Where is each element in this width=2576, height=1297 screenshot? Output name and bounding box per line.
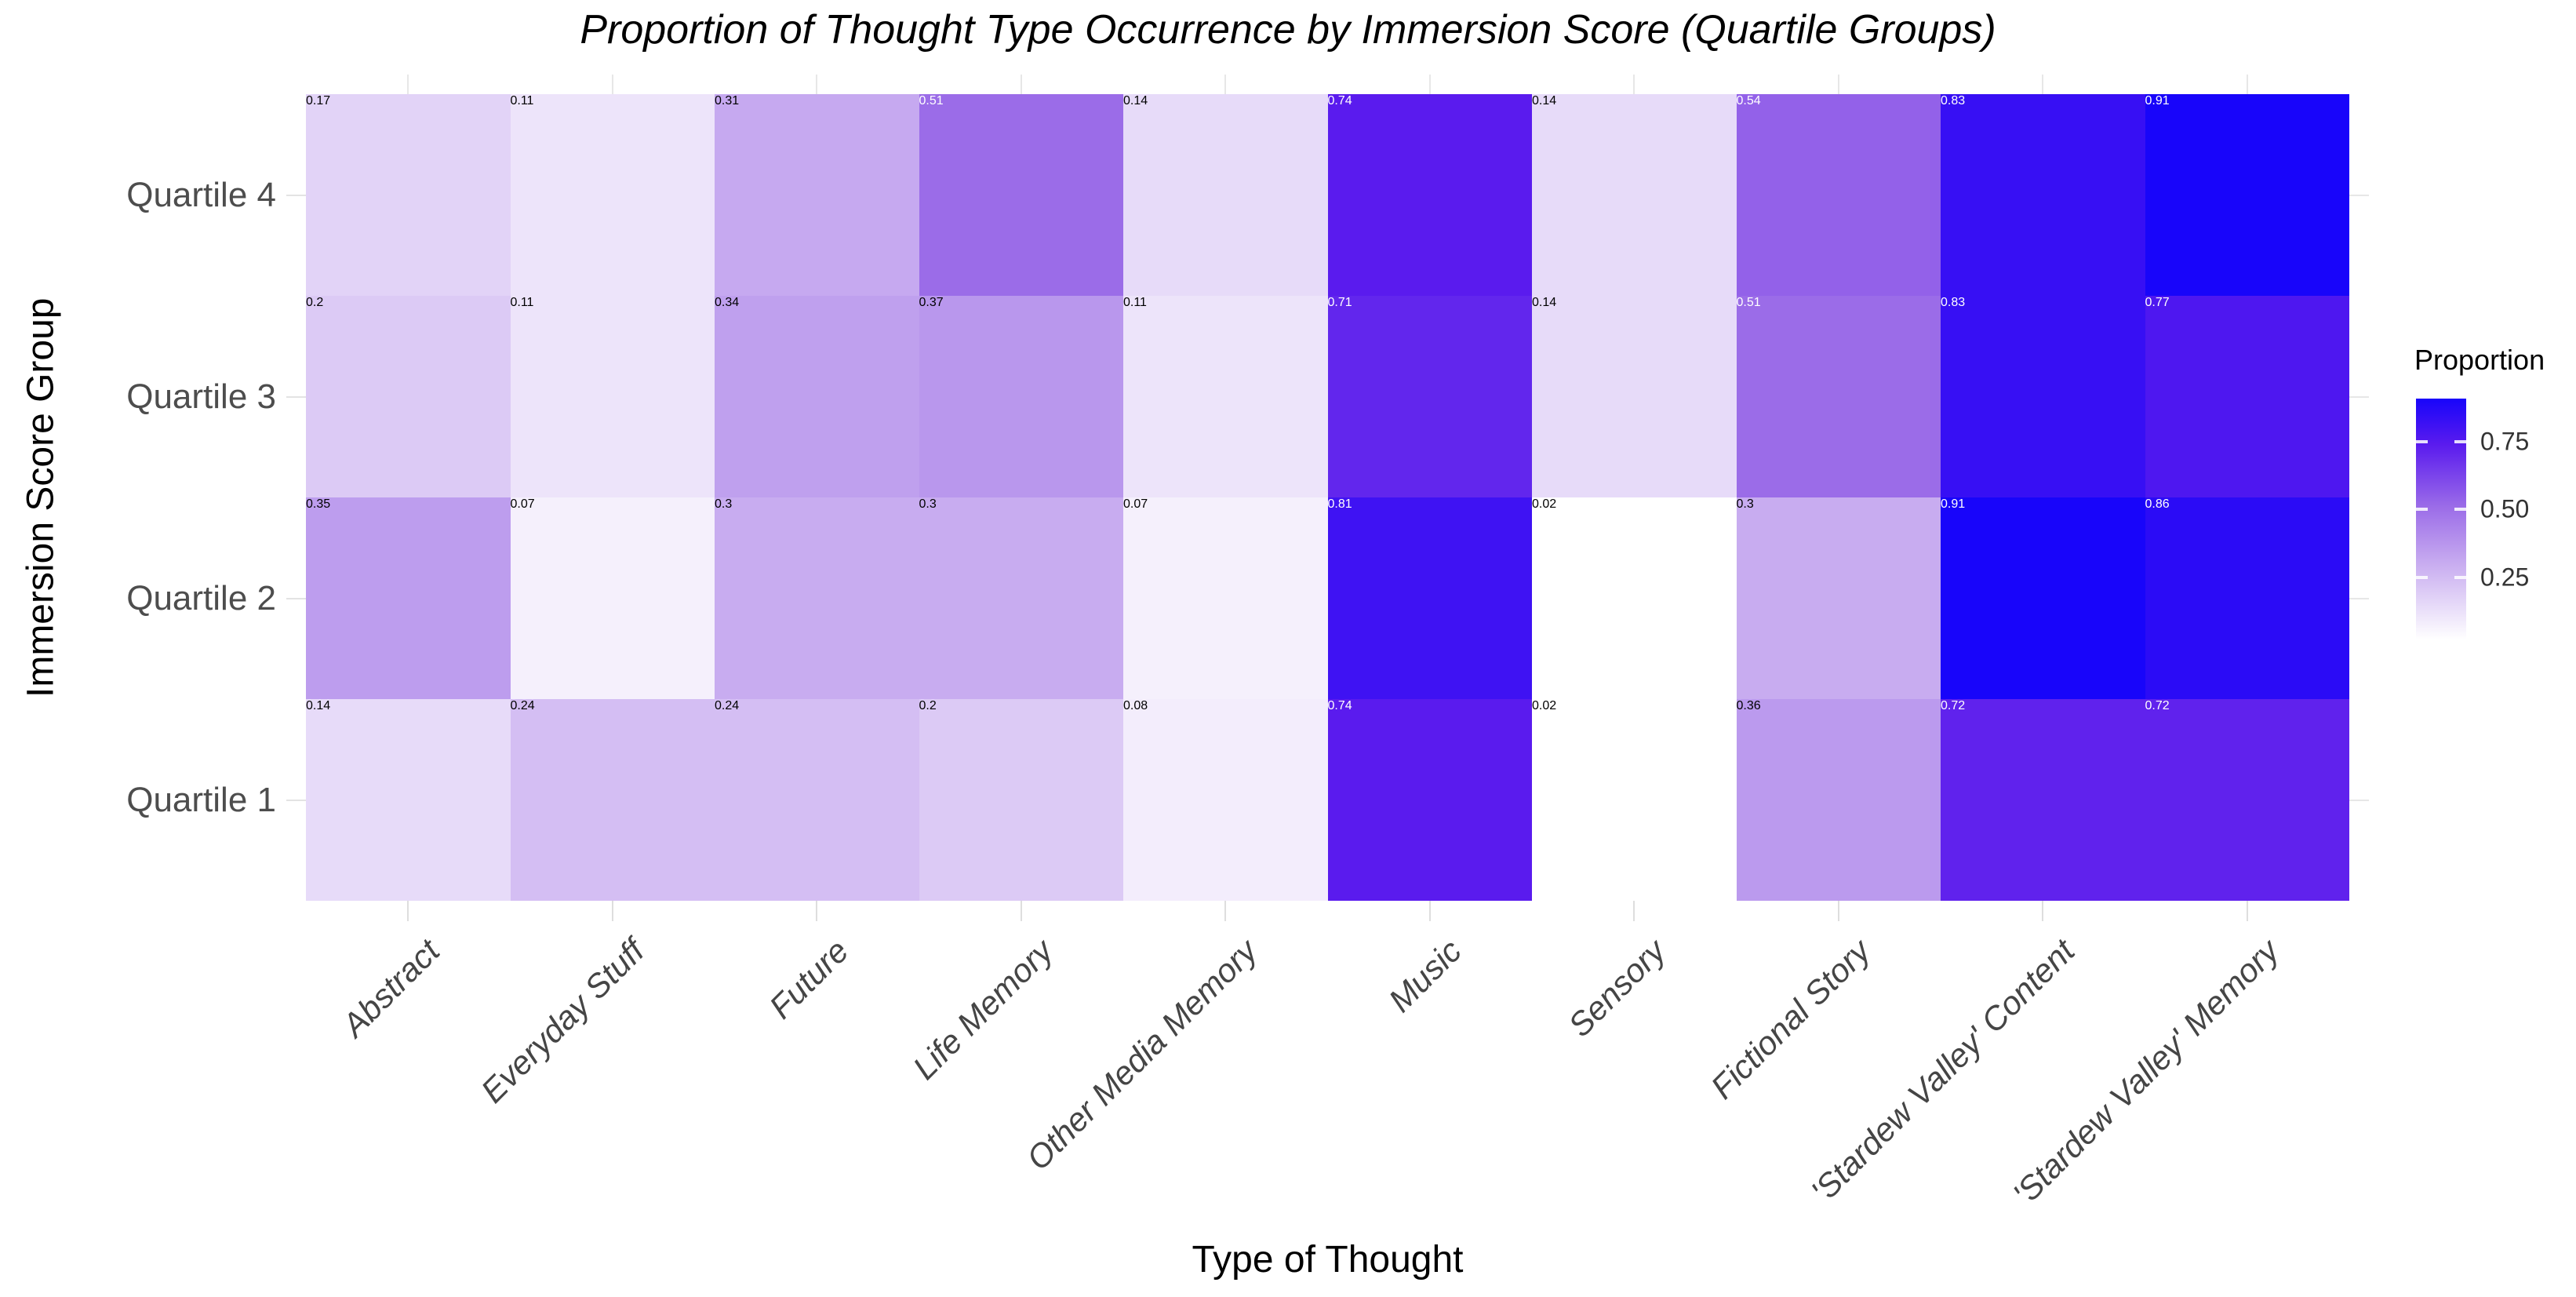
heatmap-grid: 0.17 0.11 0.31 0.51 0.14 0.74 0.14 0.54 0.83 0.91… xyxy=(306,94,2349,901)
heatmap-cell: 0.83 xyxy=(1941,296,2145,497)
x-tick-label: Fictional Story xyxy=(1703,932,1877,1106)
y-tick-label: Quartile 2 xyxy=(126,578,276,618)
heatmap-cell: 0.11 xyxy=(1123,296,1328,497)
x-tick-label: Music xyxy=(1381,932,1468,1019)
x-tick-label: Other Media Memory xyxy=(1019,932,1264,1178)
y-tick-label: Quartile 3 xyxy=(126,377,276,416)
heatmap-cell: 0.11 xyxy=(510,94,715,296)
grid-stub-top xyxy=(407,75,409,94)
grid-stub-top xyxy=(611,75,613,94)
grid-stub-right xyxy=(2349,597,2369,599)
heatmap-cell: 0.3 xyxy=(919,497,1123,699)
heatmap-cell: 0.14 xyxy=(1123,94,1328,296)
heatmap-cell: 0.71 xyxy=(1327,296,1532,497)
grid-stub-top xyxy=(2042,75,2044,94)
legend-tick-dash xyxy=(2454,575,2466,579)
grid-stub-right xyxy=(2349,799,2369,801)
heatmap-cell: 0.72 xyxy=(2145,699,2349,901)
grid-stub-top xyxy=(1428,75,1431,94)
x-axis-tick xyxy=(816,901,818,921)
heatmap-cell: 0.24 xyxy=(510,699,715,901)
grid-stub-top xyxy=(1020,75,1022,94)
heatmap-cell: 0.74 xyxy=(1327,699,1532,901)
x-axis-tick xyxy=(1633,901,1635,921)
heatmap-cell: 0.24 xyxy=(715,699,919,901)
heatmap-cell: 0.17 xyxy=(306,94,511,296)
x-axis-tick xyxy=(1428,901,1431,921)
heatmap-cell: 0.77 xyxy=(2145,296,2349,497)
grid-stub-top xyxy=(1633,75,1635,94)
x-axis-tick xyxy=(407,901,409,921)
legend-tick-dash xyxy=(2454,440,2466,444)
legend-tick-dash xyxy=(2416,508,2428,512)
heatmap-cell: 0.07 xyxy=(510,497,715,699)
heatmap-cell: 0.91 xyxy=(1941,497,2145,699)
grid-stub-right xyxy=(2349,395,2369,398)
heatmap-cell: 0.35 xyxy=(306,497,511,699)
chart-title: Proportion of Thought Type Occurrence by… xyxy=(580,7,1996,53)
grid-stub-top xyxy=(1837,75,1839,94)
heatmap-cell: 0.36 xyxy=(1736,699,1941,901)
heatmap-cell: 0.72 xyxy=(1941,699,2145,901)
heatmap-cell: 0.81 xyxy=(1327,497,1532,699)
y-axis-tick xyxy=(286,194,306,196)
legend: Proportion 0.75 0.50 0.25 xyxy=(2385,330,2576,722)
x-tick-label: Life Memory xyxy=(905,932,1060,1087)
heatmap-cell: 0.02 xyxy=(1532,699,1737,901)
heatmap-cell: 0.51 xyxy=(1736,296,1941,497)
x-axis-title: Type of Thought xyxy=(1192,1239,1464,1281)
x-tick-label: Future xyxy=(762,932,856,1026)
heatmap-cell: 0.11 xyxy=(510,296,715,497)
heatmap-cell: 0.83 xyxy=(1941,94,2145,296)
heatmap-cell: 0.54 xyxy=(1736,94,1941,296)
heatmap-cell: 0.37 xyxy=(919,296,1123,497)
legend-title: Proportion xyxy=(2414,344,2545,376)
x-axis-tick xyxy=(611,901,613,921)
grid-stub-top xyxy=(816,75,818,94)
heatmap-cell: 0.74 xyxy=(1327,94,1532,296)
heatmap-cell: 0.07 xyxy=(1123,497,1328,699)
legend-gradient-bar xyxy=(2416,399,2466,639)
x-axis-tick xyxy=(2042,901,2044,921)
legend-tick-dash xyxy=(2454,508,2466,512)
heatmap-cell: 0.3 xyxy=(1736,497,1941,699)
heatmap-cell: 0.08 xyxy=(1123,699,1328,901)
heatmap-cell: 0.51 xyxy=(919,94,1123,296)
y-tick-label: Quartile 1 xyxy=(126,780,276,819)
x-tick-label: Sensory xyxy=(1561,932,1673,1044)
x-tick-label: Abstract xyxy=(335,932,447,1044)
legend-tick-label: 0.25 xyxy=(2480,563,2530,592)
heatmap-cell: 0.2 xyxy=(306,296,511,497)
heatmap-cell: 0.86 xyxy=(2145,497,2349,699)
y-axis-tick xyxy=(286,799,306,801)
heatmap-cell: 0.34 xyxy=(715,296,919,497)
grid-stub-top xyxy=(2246,75,2248,94)
x-axis-tick xyxy=(1837,901,1839,921)
heatmap-cell: 0.31 xyxy=(715,94,919,296)
heatmap-cell: 0.14 xyxy=(1532,296,1737,497)
x-axis-tick xyxy=(1224,901,1227,921)
x-axis-tick xyxy=(2246,901,2248,921)
legend-tick-label: 0.75 xyxy=(2480,427,2530,456)
heatmap-cell: 0.02 xyxy=(1532,497,1737,699)
legend-tick-dash xyxy=(2416,575,2428,579)
y-axis-tick xyxy=(286,597,306,599)
heatmap-cell: 0.3 xyxy=(715,497,919,699)
grid-stub-right xyxy=(2349,194,2369,196)
heatmap-cell: 0.14 xyxy=(1532,94,1737,296)
x-axis-tick xyxy=(1020,901,1022,921)
x-tick-label: Everyday Stuff xyxy=(473,932,651,1110)
heatmap-cell: 0.14 xyxy=(306,699,511,901)
grid-stub-top xyxy=(1224,75,1227,94)
legend-tick-label: 0.50 xyxy=(2480,494,2530,523)
heatmap-cell: 0.91 xyxy=(2145,94,2349,296)
y-tick-label: Quartile 4 xyxy=(126,175,276,214)
heatmap-cell: 0.2 xyxy=(919,699,1123,901)
y-axis-tick xyxy=(286,395,306,398)
legend-tick-dash xyxy=(2416,440,2428,444)
